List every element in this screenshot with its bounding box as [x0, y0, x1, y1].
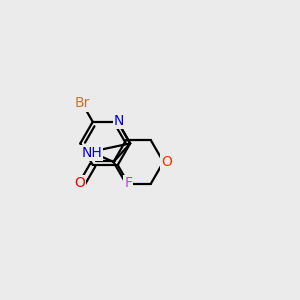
- Text: Br: Br: [74, 96, 90, 110]
- Text: NH: NH: [82, 146, 102, 160]
- Text: O: O: [161, 155, 172, 169]
- Text: N: N: [114, 114, 124, 128]
- Text: O: O: [74, 176, 85, 190]
- Text: F: F: [124, 176, 132, 190]
